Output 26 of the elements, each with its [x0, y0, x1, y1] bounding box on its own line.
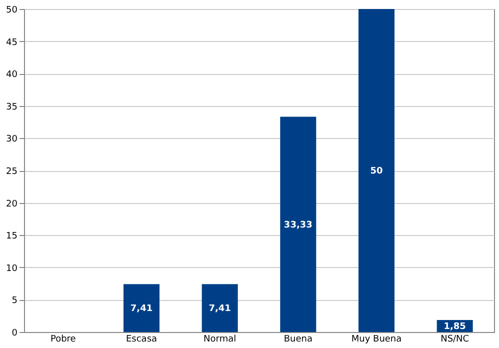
bar	[202, 284, 238, 332]
data-label: 7,41	[130, 304, 153, 314]
y-tick-label: 40	[6, 70, 18, 80]
y-tick-label: 45	[6, 38, 18, 48]
y-tick-label: 50	[6, 6, 18, 16]
y-tick-label: 15	[6, 232, 18, 242]
y-tick-label: 20	[6, 199, 18, 210]
bar	[358, 9, 394, 332]
data-label: 7,41	[208, 304, 231, 314]
y-tick-label: 0	[12, 328, 18, 338]
y-tick-label: 10	[6, 264, 18, 274]
y-tick-label: 25	[6, 167, 18, 177]
bar	[280, 116, 316, 332]
y-tick-label: 35	[6, 102, 18, 112]
x-tick-label: Pobre	[50, 334, 76, 344]
x-tick-label: NS/NC	[440, 334, 470, 344]
x-tick-label: Escasa	[126, 334, 158, 344]
x-tick-label: Normal	[204, 334, 236, 344]
x-tick-label: Muy Buena	[351, 334, 402, 344]
data-label: 33,33	[284, 220, 312, 230]
data-label: 50	[370, 166, 383, 176]
data-label: 1,85	[444, 322, 466, 332]
y-tick-label: 5	[12, 296, 18, 306]
bar	[124, 284, 160, 332]
x-tick-label: Buena	[284, 334, 312, 344]
y-tick-label: 30	[6, 134, 18, 145]
